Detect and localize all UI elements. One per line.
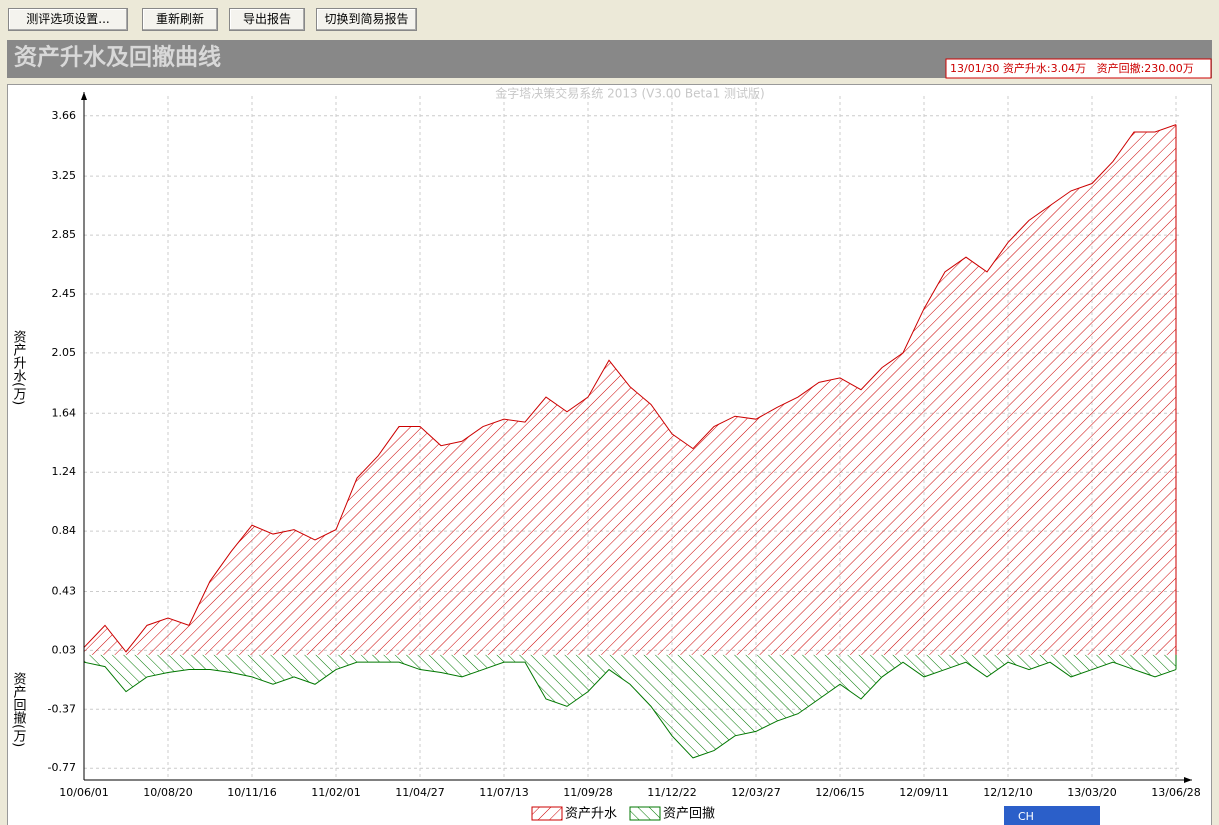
y-axis-label: 资产升水(万)	[11, 330, 27, 405]
line	[83, 124, 1177, 653]
legend-label: 资产升水	[565, 807, 617, 822]
x-tick-label: 13/03/20	[1067, 786, 1116, 799]
y-tick-label: 1.64	[52, 406, 77, 419]
ime-bar[interactable]	[1004, 806, 1100, 825]
y-tick-label: 1.24	[52, 465, 77, 478]
x-tick-label: 11/12/22	[647, 786, 696, 799]
area	[84, 654, 1176, 758]
area	[84, 124, 1176, 655]
y-axis-label: 资产回撤(万)	[11, 672, 27, 747]
x-tick-label: 12/06/15	[815, 786, 864, 799]
info-box	[945, 58, 1212, 79]
y-tick-label: -0.37	[48, 702, 76, 715]
y-tick-label: 2.85	[52, 228, 77, 241]
y-tick-label: 2.45	[52, 287, 77, 300]
button[interactable]: 导出报告	[229, 8, 305, 31]
y-tick-label: 2.05	[52, 346, 77, 359]
y-tick-label: -0.77	[48, 761, 76, 774]
y-tick-label: 3.25	[52, 169, 77, 182]
info-text: 13/01/30 资产升水:3.04万 资产回撤:230.00万	[950, 61, 1194, 75]
x-tick-label: 13/06/28	[1151, 786, 1200, 799]
x-tick-label: 11/07/13	[479, 786, 528, 799]
y-tick-label: 3.66	[52, 109, 77, 122]
ime-label: CH	[1018, 810, 1034, 823]
y-tick-label: 0.03	[52, 643, 77, 656]
x-tick-label: 11/04/27	[395, 786, 444, 799]
button[interactable]: 测评选项设置...	[8, 8, 128, 31]
line	[83, 661, 1177, 759]
header-title: 资产升水及回撤曲线	[14, 44, 221, 71]
x-tick-label: 12/09/11	[899, 786, 948, 799]
x-axis-arrow	[1184, 777, 1192, 783]
button[interactable]: 重新刷新	[142, 8, 218, 31]
x-tick-label: 11/02/01	[311, 786, 360, 799]
x-tick-label: 10/11/16	[227, 786, 276, 799]
button[interactable]: 切换到简易报告	[316, 8, 417, 31]
chart-title: 金字塔决策交易系统 2013 (V3.00 Beta1 测试版)	[495, 86, 764, 101]
x-tick-label: 12/03/27	[731, 786, 780, 799]
y-axis-arrow	[81, 92, 87, 100]
legend-label: 资产回撤	[663, 806, 715, 822]
legend-swatch	[629, 806, 661, 821]
x-tick-label: 12/12/10	[983, 786, 1032, 799]
x-tick-label: 11/09/28	[563, 786, 612, 799]
legend-swatch	[531, 806, 563, 821]
y-tick-label: 0.84	[52, 524, 77, 537]
y-tick-label: 0.43	[52, 584, 77, 597]
x-tick-label: 10/08/20	[143, 786, 192, 799]
x-tick-label: 10/06/01	[59, 786, 108, 799]
